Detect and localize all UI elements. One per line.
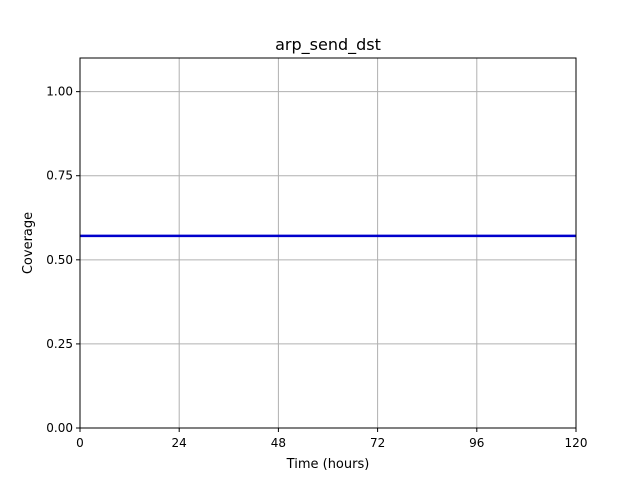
y-tick-label: 0.50 <box>46 253 73 267</box>
y-tick-label: 1.00 <box>46 85 73 99</box>
y-tick-label: 0.00 <box>46 421 73 435</box>
y-tick-label: 0.25 <box>46 337 73 351</box>
x-tick-label: 24 <box>172 436 187 450</box>
y-tick-label: 0.75 <box>46 169 73 183</box>
axis-ticks: 0 24 48 72 96 120 0.00 0.25 0.50 0.75 1.00 <box>46 85 587 450</box>
x-tick-label: 120 <box>565 436 588 450</box>
x-tick-label: 72 <box>370 436 385 450</box>
chart-title: arp_send_dst <box>275 35 381 55</box>
plot-area-frame <box>79 57 577 429</box>
x-axis-label: Time (hours) <box>286 457 370 472</box>
x-tick-label: 96 <box>469 436 484 450</box>
grid <box>79 58 577 429</box>
x-tick-label: 0 <box>76 436 84 450</box>
y-axis-label: Coverage <box>21 212 36 274</box>
x-tick-label: 48 <box>271 436 286 450</box>
